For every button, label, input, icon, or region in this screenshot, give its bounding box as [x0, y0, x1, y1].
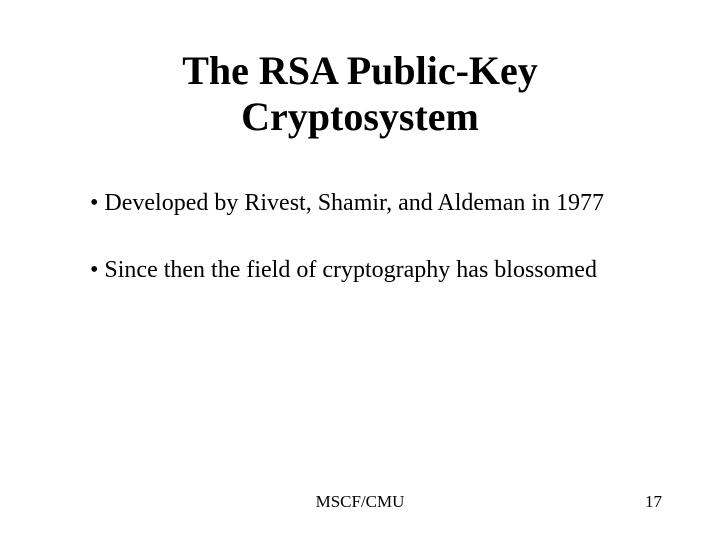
footer-center: MSCF/CMU — [316, 492, 405, 512]
page-number: 17 — [645, 492, 662, 512]
title-line-1: The RSA Public-Key — [0, 48, 720, 94]
bullet-list: • Developed by Rivest, Shamir, and Aldem… — [0, 188, 720, 286]
list-item: • Since then the field of cryptography h… — [90, 255, 660, 286]
title-line-2: Cryptosystem — [0, 94, 720, 140]
slide-title: The RSA Public-Key Cryptosystem — [0, 0, 720, 140]
list-item: • Developed by Rivest, Shamir, and Aldem… — [90, 188, 660, 219]
